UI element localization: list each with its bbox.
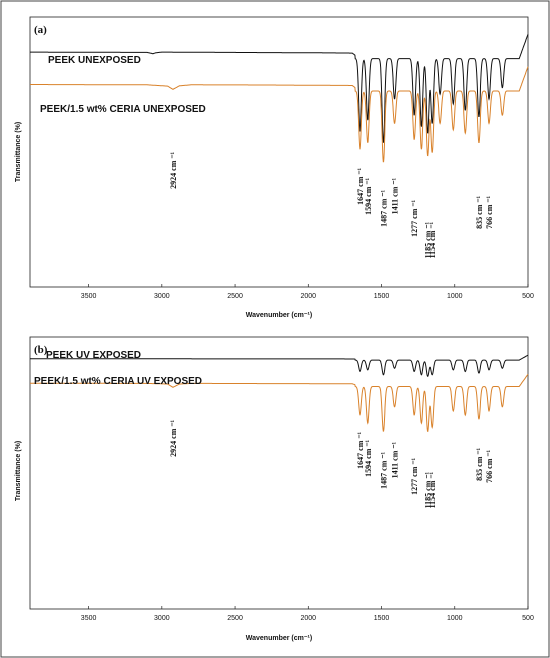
peak-annotation-766: 766 cm ⁻¹ <box>485 449 494 482</box>
x-tick-label: 3000 <box>154 615 170 622</box>
x-tick-label: 500 <box>522 615 534 622</box>
panel-b-series-label-peek-uv: PEEK UV EXPOSED <box>46 350 141 361</box>
panel-b-x-ticks: 3500 3000 2500 2000 1500 1000 500 <box>81 606 534 622</box>
x-tick-label: 1500 <box>374 615 390 622</box>
peak-annotation-1594: 1594 cm ⁻¹ <box>364 439 373 476</box>
peak-annotation-1277: 1277 cm ⁻¹ <box>410 199 419 236</box>
x-tick-label: 3500 <box>81 615 97 622</box>
panel-b-series-label-peek-ceria-uv: PEEK/1.5 wt% CERIA UV EXPOSED <box>34 376 202 387</box>
peak-annotation-2924: 2924 cm ⁻¹ <box>169 151 178 188</box>
panel-a: (a) 3500 3000 2500 2000 1500 1000 500 Wavenumb… <box>15 16 534 319</box>
peak-annotation-1154: 1154 cm ⁻¹ <box>428 471 437 508</box>
panel-b-x-axis-label: Wavenumber (cm⁻¹) <box>246 635 312 642</box>
x-tick-label: 2500 <box>227 293 243 300</box>
panel-b-axes-frame <box>29 336 529 610</box>
x-tick-label: 2500 <box>227 615 243 622</box>
panel-a-series-peek-unexposed-line <box>30 34 529 143</box>
peak-annotation-1277: 1277 cm ⁻¹ <box>410 457 419 494</box>
panel-a-x-ticks: 3500 3000 2500 2000 1500 1000 500 <box>81 284 534 300</box>
panel-a-y-axis-label: Transmittance (%) <box>15 122 22 182</box>
peak-annotation-1594: 1594 cm ⁻¹ <box>364 177 373 214</box>
panel-b-label: (b) <box>34 344 48 356</box>
peak-annotation-2924: 2924 cm ⁻¹ <box>169 419 178 456</box>
peak-annotation-1647: 1647 cm ⁻¹ <box>356 431 365 468</box>
peak-annotation-1411: 1411 cm ⁻¹ <box>391 441 400 478</box>
peak-annotation-1154: 1154 cm ⁻¹ <box>428 221 437 258</box>
panel-b: (b) 3500 3000 2500 2000 1500 1000 500 Wavenumb… <box>15 336 534 642</box>
panel-b-y-axis-label: Transmittance (%) <box>15 441 22 501</box>
peak-annotation-1487: 1487 cm ⁻¹ <box>379 189 388 226</box>
peak-annotation-835: 835 cm ⁻¹ <box>475 195 484 228</box>
x-tick-label: 1000 <box>447 293 463 300</box>
peak-annotation-1487: 1487 cm ⁻¹ <box>379 451 388 488</box>
peak-annotation-1185: 1185 cm ⁻¹ <box>424 221 433 258</box>
panel-a-label: (a) <box>34 24 47 36</box>
panel-a-axes-frame <box>29 16 529 288</box>
panel-b-series-peek-uv-line <box>30 354 529 377</box>
peak-annotation-1411: 1411 cm ⁻¹ <box>391 177 400 214</box>
panel-a-series-label-peek-ceria-unexposed: PEEK/1.5 wt% CERIA UNEXPOSED <box>40 104 206 115</box>
panel-b-series-peek-ceria-uv-line <box>30 374 529 432</box>
panel-a-x-axis-label: Wavenumber (cm⁻¹) <box>246 312 312 319</box>
peak-annotation-1185: 1185 cm ⁻¹ <box>424 471 433 508</box>
x-tick-label: 2000 <box>301 615 317 622</box>
x-tick-label: 2000 <box>301 293 317 300</box>
peak-annotation-1647: 1647 cm ⁻¹ <box>356 167 365 204</box>
x-tick-label: 1000 <box>447 615 463 622</box>
peak-annotation-766: 766 cm ⁻¹ <box>485 195 494 228</box>
panel-a-series-peek-ceria-unexposed-line <box>30 66 529 163</box>
peak-annotation-835: 835 cm ⁻¹ <box>475 447 484 480</box>
panel-a-series-label-peek-unexposed: PEEK UNEXPOSED <box>48 55 141 66</box>
x-tick-label: 3500 <box>81 293 97 300</box>
x-tick-label: 3000 <box>154 293 170 300</box>
x-tick-label: 500 <box>522 293 534 300</box>
x-tick-label: 1500 <box>374 293 390 300</box>
